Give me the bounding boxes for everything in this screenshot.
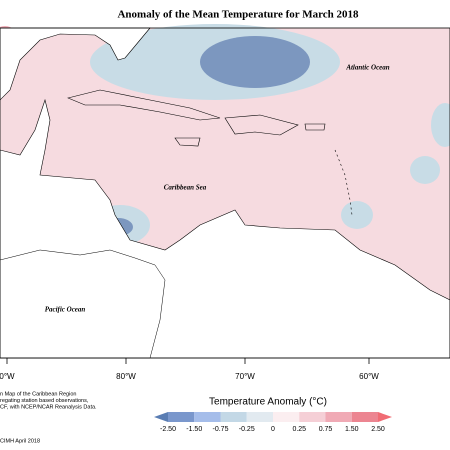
colorbar-label: -1.50 <box>186 426 202 433</box>
colorbar-segment <box>168 412 195 422</box>
colorbar-arrow <box>154 412 168 422</box>
map: Atlantic Ocean Caribbean Sea Pacific Oce… <box>0 24 450 359</box>
colorbar-segment <box>194 412 221 422</box>
note: CIMH April 2018 <box>0 438 40 444</box>
colorbar-segment <box>246 412 273 422</box>
colorbar-arrow <box>378 412 392 422</box>
longitude-axis: 0°W 80°W 70°W 60°W <box>0 358 379 381</box>
colorbar-label: -0.75 <box>213 426 229 433</box>
map-frame <box>0 27 450 359</box>
cool-area <box>341 201 373 229</box>
land <box>0 27 151 101</box>
longitude-label: 80°W <box>116 372 136 381</box>
colorbar-label: 0.75 <box>319 426 333 433</box>
colorbar-label: -2.50 <box>160 426 176 433</box>
colorbar-label: 0.25 <box>292 426 306 433</box>
colorbar-segment <box>325 412 352 422</box>
ocean-label: Atlantic Ocean <box>345 64 389 72</box>
island <box>67 89 221 121</box>
island <box>174 137 201 147</box>
colorbar-label: -0.25 <box>239 426 255 433</box>
cool-area <box>410 156 440 184</box>
colorbar-segment <box>220 412 247 422</box>
legend-title: Temperature Anomaly (°C) <box>209 397 327 408</box>
note: CF, with NCEP/NCAR Reanalysis Data. <box>0 404 97 410</box>
note: n Map of the Caribbean Region <box>0 391 76 397</box>
colorbar-label: 1.50 <box>345 426 359 433</box>
longitude-label: 70°W <box>235 372 255 381</box>
colorbar-label: 0 <box>271 426 275 433</box>
longitude-label: 0°W <box>0 372 15 381</box>
colorbar-segment <box>351 412 378 422</box>
colorbar-segment <box>273 412 300 422</box>
longitude-label: 60°W <box>359 372 379 381</box>
island <box>224 114 299 136</box>
title: Anomaly of the Mean Temperature for Marc… <box>117 9 359 21</box>
note: regating station based observations, <box>0 398 89 404</box>
legend: Temperature Anomaly (°C) -2.50 -1.50 -0.75 -… <box>154 397 392 433</box>
ocean-label: Pacific Ocean <box>45 306 86 314</box>
cool-area <box>431 103 450 147</box>
colorbar-label: 2.50 <box>371 426 385 433</box>
colorbar-segment <box>299 412 326 422</box>
island <box>304 123 326 131</box>
cool-core <box>200 36 310 88</box>
pacific-mask <box>0 249 166 359</box>
sea-label: Caribbean Sea <box>164 184 207 192</box>
